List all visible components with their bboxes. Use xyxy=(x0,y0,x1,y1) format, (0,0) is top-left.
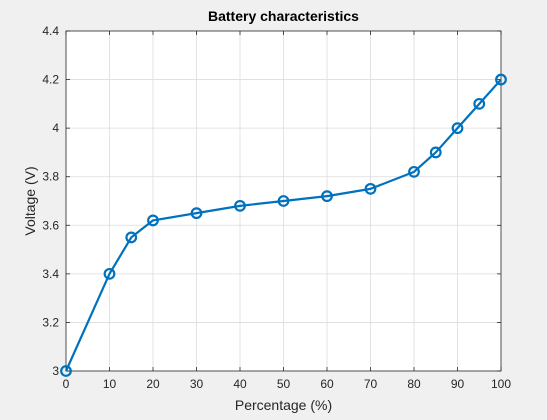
data-point-marker xyxy=(364,182,377,195)
data-point-marker xyxy=(473,97,486,110)
x-tick-label: 20 xyxy=(146,377,160,391)
grid xyxy=(66,31,501,371)
y-tick-label: 3.8 xyxy=(42,170,59,184)
x-tick-label: 100 xyxy=(491,377,511,391)
y-tick-label: 3.2 xyxy=(42,315,59,329)
y-tick-label: 3.6 xyxy=(42,218,59,232)
data-point-marker xyxy=(103,267,116,280)
x-tick-label: 70 xyxy=(364,377,378,391)
x-tick-label: 10 xyxy=(103,377,117,391)
x-tick-label: 60 xyxy=(320,377,334,391)
y-tick-label: 3.4 xyxy=(42,267,59,281)
y-tick-label: 4.4 xyxy=(42,24,59,38)
data-point-marker xyxy=(495,73,507,86)
ticks: 0 10 20 30 40 50 60 70 80 90 100 3 3.2 3.4 3.6 3.8 4 4.2 4… xyxy=(42,24,511,391)
data-point-marker xyxy=(60,365,72,377)
x-tick-label: 90 xyxy=(451,377,465,391)
y-tick-label: 4.2 xyxy=(42,73,59,87)
x-tick-label: 50 xyxy=(277,377,291,391)
y-tick-label: 3 xyxy=(52,364,59,378)
data-point-marker xyxy=(429,146,442,159)
y-tick-label: 4 xyxy=(52,121,59,135)
data-point-marker xyxy=(190,207,203,220)
y-axis-label: Voltage (V) xyxy=(22,166,38,235)
x-tick-label: 0 xyxy=(63,377,70,391)
data-point-marker xyxy=(451,122,464,135)
x-axis-label: Percentage (%) xyxy=(235,397,332,413)
data-series xyxy=(60,73,507,377)
data-point-marker xyxy=(277,195,290,207)
data-point-marker xyxy=(147,214,159,227)
data-point-marker xyxy=(321,190,333,203)
x-tick-label: 40 xyxy=(233,377,247,391)
data-point-marker xyxy=(408,165,420,178)
data-point-marker xyxy=(234,199,246,212)
x-tick-label: 80 xyxy=(407,377,421,391)
data-point-marker xyxy=(125,231,138,244)
x-tick-label: 30 xyxy=(190,377,204,391)
chart-title: Battery characteristics xyxy=(208,8,359,24)
